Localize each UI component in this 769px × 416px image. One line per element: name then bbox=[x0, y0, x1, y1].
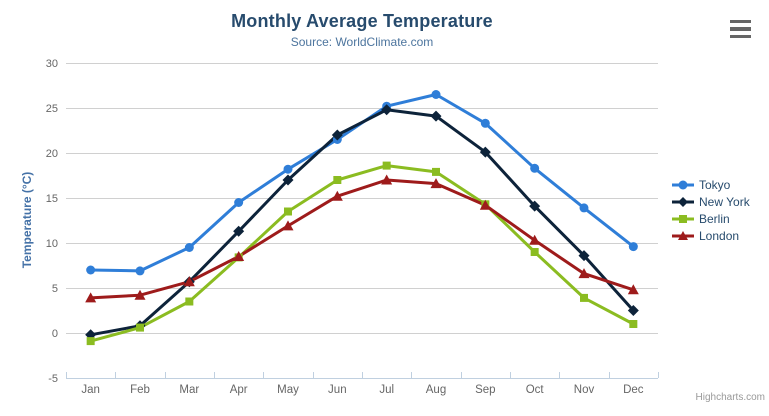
x-axis-category-label: Jul bbox=[379, 384, 394, 396]
data-point-new-york[interactable] bbox=[627, 305, 639, 316]
x-axis-category-label: Mar bbox=[179, 384, 199, 396]
data-point-london[interactable] bbox=[430, 178, 442, 189]
data-point-tokyo[interactable] bbox=[283, 164, 293, 174]
data-point-berlin[interactable] bbox=[530, 248, 539, 256]
data-point-tokyo[interactable] bbox=[530, 163, 540, 173]
data-point-london[interactable] bbox=[381, 174, 393, 185]
data-point-new-york[interactable] bbox=[233, 225, 245, 237]
data-point-tokyo[interactable] bbox=[480, 118, 490, 128]
data-point-new-york[interactable] bbox=[578, 250, 590, 262]
legend-item-label: New York bbox=[699, 194, 750, 209]
x-axis-category-label: Jun bbox=[328, 384, 347, 396]
data-point-berlin[interactable] bbox=[136, 323, 144, 332]
y-axis-tick-label: 5 bbox=[52, 283, 58, 295]
data-point-berlin[interactable] bbox=[629, 320, 638, 328]
data-point-london[interactable] bbox=[183, 276, 195, 287]
triangle-marker-icon bbox=[672, 230, 694, 240]
data-point-berlin[interactable] bbox=[284, 207, 292, 216]
series-line-london bbox=[89, 178, 635, 300]
legend-item-label: London bbox=[699, 228, 740, 243]
data-point-tokyo[interactable] bbox=[184, 243, 194, 252]
x-axis-category-label: Apr bbox=[230, 384, 248, 396]
y-axis-tick-label: -5 bbox=[48, 373, 58, 385]
data-point-new-york[interactable] bbox=[381, 104, 393, 116]
data-point-london[interactable] bbox=[85, 292, 97, 303]
square-marker-icon bbox=[672, 214, 694, 223]
x-axis-category-label: Sep bbox=[475, 384, 495, 396]
legend-item-tokyo[interactable]: Tokyo bbox=[672, 176, 750, 193]
x-axis-category-label: Jan bbox=[81, 384, 100, 396]
data-point-london[interactable] bbox=[233, 251, 245, 261]
x-axis-category-label: Dec bbox=[623, 384, 644, 396]
y-axis-tick-label: 0 bbox=[52, 328, 58, 340]
circle-marker-icon bbox=[672, 180, 694, 189]
legend: Tokyo New York Berlin London bbox=[672, 176, 750, 244]
y-axis-tick-label: 15 bbox=[46, 193, 58, 205]
data-point-london[interactable] bbox=[529, 234, 541, 245]
diamond-marker-icon bbox=[672, 196, 694, 207]
y-axis-title: Temperature (°C) bbox=[20, 172, 34, 269]
data-point-berlin[interactable] bbox=[185, 297, 194, 306]
data-point-london[interactable] bbox=[627, 284, 639, 295]
y-axis-tick-label: 25 bbox=[46, 103, 58, 115]
y-axis-tick-label: 30 bbox=[46, 58, 58, 70]
series-line-new-york bbox=[89, 108, 635, 337]
data-point-tokyo[interactable] bbox=[234, 198, 244, 207]
data-point-berlin[interactable] bbox=[382, 161, 391, 170]
y-axis-tick-label: 10 bbox=[46, 238, 58, 250]
data-point-berlin[interactable] bbox=[333, 176, 342, 184]
data-point-london[interactable] bbox=[578, 268, 590, 279]
data-point-london[interactable] bbox=[331, 190, 343, 201]
highcharts-credit-link[interactable]: Highcharts.com bbox=[695, 392, 765, 403]
x-axis-category-label: May bbox=[277, 384, 299, 396]
y-axis-tick-label: 20 bbox=[46, 148, 58, 160]
chart-context-menu-button[interactable] bbox=[730, 20, 751, 38]
legend-item-label: Berlin bbox=[699, 211, 730, 226]
legend-item-new-york[interactable]: New York bbox=[672, 193, 750, 210]
x-axis-category-label: Oct bbox=[526, 384, 545, 396]
data-point-tokyo[interactable] bbox=[628, 242, 638, 252]
x-axis-category-label: Feb bbox=[130, 384, 150, 396]
data-point-new-york[interactable] bbox=[331, 129, 343, 141]
chart-title: Monthly Average Temperature bbox=[231, 11, 493, 31]
data-point-london[interactable] bbox=[134, 289, 146, 300]
x-axis-category-label: Nov bbox=[574, 384, 595, 396]
data-point-tokyo[interactable] bbox=[579, 203, 589, 213]
data-point-new-york[interactable] bbox=[282, 174, 294, 186]
data-point-london[interactable] bbox=[282, 220, 294, 231]
data-point-tokyo[interactable] bbox=[135, 266, 145, 276]
legend-item-label: Tokyo bbox=[699, 177, 731, 192]
data-point-new-york[interactable] bbox=[529, 200, 541, 212]
data-point-berlin[interactable] bbox=[86, 337, 95, 346]
data-point-berlin[interactable] bbox=[580, 293, 588, 302]
data-point-tokyo[interactable] bbox=[431, 90, 441, 99]
series-line-berlin bbox=[89, 164, 635, 343]
data-point-london[interactable] bbox=[479, 199, 491, 210]
chart-subtitle: Source: WorldClimate.com bbox=[290, 35, 434, 49]
legend-item-berlin[interactable]: Berlin bbox=[672, 210, 750, 227]
legend-item-london[interactable]: London bbox=[672, 227, 750, 244]
data-point-tokyo[interactable] bbox=[86, 265, 96, 275]
x-axis-category-label: Aug bbox=[426, 384, 446, 396]
data-point-new-york[interactable] bbox=[479, 146, 491, 158]
data-point-new-york[interactable] bbox=[430, 110, 442, 122]
data-point-berlin[interactable] bbox=[432, 167, 440, 176]
